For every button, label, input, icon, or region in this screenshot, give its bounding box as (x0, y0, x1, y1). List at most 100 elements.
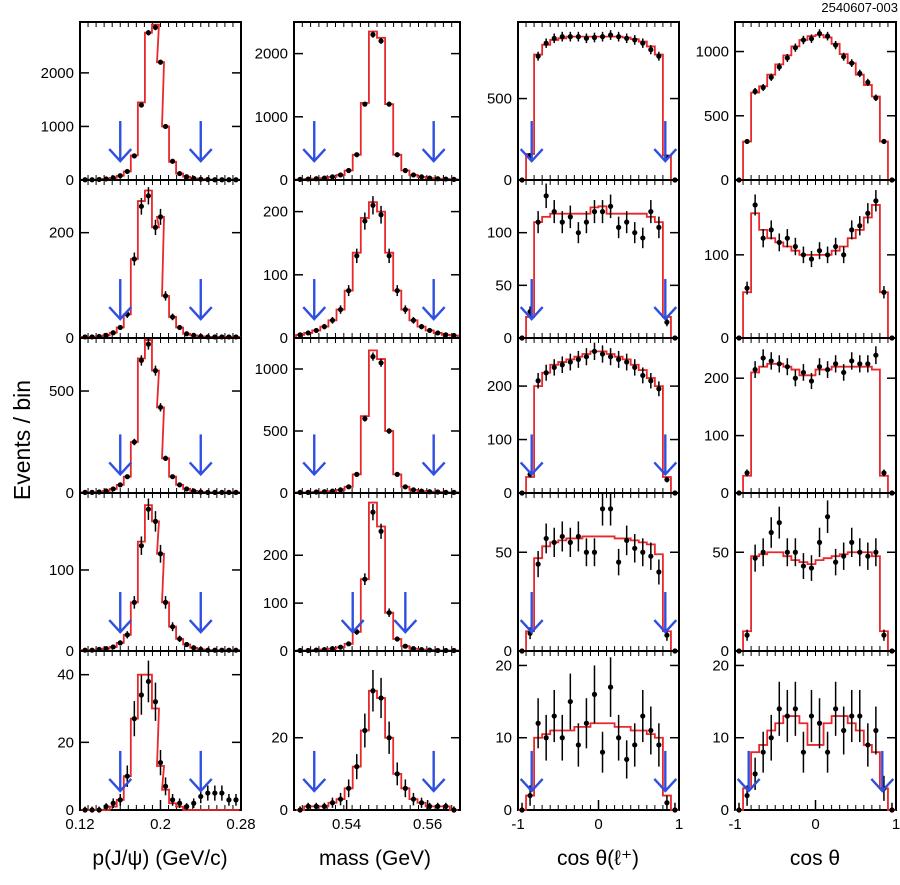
data-point (857, 361, 863, 367)
data-point (362, 576, 368, 582)
data-point (559, 362, 565, 368)
data-point (551, 713, 557, 719)
y-tick-label: 0 (721, 172, 729, 189)
data-point (849, 60, 855, 66)
x-tick-label: 0.54 (332, 816, 361, 833)
data-point (849, 358, 855, 364)
data-point (131, 153, 137, 159)
data-point (346, 167, 352, 174)
x-axis-label-col-3: cos θ(ℓ⁺) (557, 847, 639, 870)
data-point (124, 474, 130, 480)
data-point (816, 248, 823, 254)
cut-arrow-head (302, 778, 327, 793)
fit-histogram-line (735, 33, 896, 181)
data-point (346, 785, 352, 791)
x-tick-label: 0 (594, 816, 602, 833)
data-point (519, 807, 525, 813)
data-point (616, 735, 622, 741)
y-tick-label: 100 (263, 595, 288, 612)
data-point (535, 53, 541, 59)
data-point (177, 800, 183, 806)
data-point (808, 36, 815, 42)
data-point (451, 332, 457, 339)
y-tick-label: 10 (495, 730, 512, 747)
data-point (394, 152, 400, 158)
fit-histogram-line (80, 189, 241, 338)
data-point (297, 807, 303, 813)
data-point (640, 549, 646, 555)
data-point (329, 317, 336, 323)
data-point (131, 599, 137, 605)
y-tick-label: 0 (504, 172, 512, 189)
data-point (386, 253, 392, 259)
y-tick-label: 0 (66, 802, 74, 819)
y-tick-label: 0 (721, 330, 729, 347)
data-point (152, 224, 159, 230)
data-point (138, 692, 144, 698)
y-tick-label: 20 (495, 657, 512, 674)
fit-histogram-line (295, 201, 459, 338)
cut-arrow-head (519, 461, 544, 477)
cut-arrow-head (302, 148, 327, 163)
data-point (226, 797, 232, 803)
data-point (157, 214, 164, 220)
data-point (435, 803, 441, 809)
data-point (873, 727, 879, 734)
data-point (664, 632, 670, 638)
data-point (103, 332, 109, 338)
y-tick-label: 0 (280, 802, 288, 819)
data-point (346, 641, 352, 647)
data-point (833, 559, 839, 565)
cut-arrow-head (108, 619, 133, 634)
data-point (607, 506, 614, 512)
y-tick-label: 200 (263, 547, 288, 564)
data-point (760, 84, 766, 91)
data-point (760, 549, 766, 555)
cut-arrow-head (108, 461, 133, 477)
fit-histogram-line (518, 205, 679, 339)
data-point (857, 70, 863, 76)
data-point (157, 59, 164, 65)
y-tick-label: 100 (49, 562, 74, 579)
fit-histogram-line (81, 673, 240, 811)
data-point (337, 796, 344, 802)
data-point (435, 330, 441, 336)
data-point (103, 645, 109, 652)
panel-r3-c1: 0 500 (49, 337, 242, 502)
cut-arrow-head (393, 619, 418, 634)
data-point (394, 288, 400, 294)
y-tick-label: 0 (504, 643, 512, 660)
data-point (607, 684, 614, 690)
fit-histogram-line (735, 715, 896, 811)
cut-arrow-head (653, 461, 678, 477)
data-point (849, 713, 855, 719)
y-tick-label: 50 (712, 544, 729, 561)
cut-arrow-head (421, 148, 446, 163)
data-point (752, 202, 758, 208)
data-point (768, 529, 774, 536)
data-point (427, 327, 433, 334)
y-tick-label: 0 (721, 643, 729, 660)
data-point (640, 372, 646, 379)
data-point (177, 636, 183, 642)
y-tick-label: 0 (66, 330, 74, 347)
data-point (117, 324, 123, 331)
data-point (865, 742, 871, 748)
data-point (138, 102, 144, 108)
data-point (583, 549, 590, 555)
data-point (744, 470, 750, 476)
data-point (184, 804, 190, 810)
cut-arrow-head (188, 619, 213, 634)
panel-r2-c4: 0 100 (704, 179, 897, 347)
data-point (857, 713, 863, 719)
data-point (808, 713, 815, 719)
data-point (857, 223, 863, 229)
x-tick-label: -1 (728, 816, 741, 833)
data-point (591, 34, 598, 41)
data-point (354, 152, 360, 158)
data-point (362, 727, 368, 734)
data-point (841, 727, 847, 734)
panel-r3-c2: 0 500 1000 (255, 337, 461, 502)
x-tick-label: 0.12 (65, 816, 94, 833)
